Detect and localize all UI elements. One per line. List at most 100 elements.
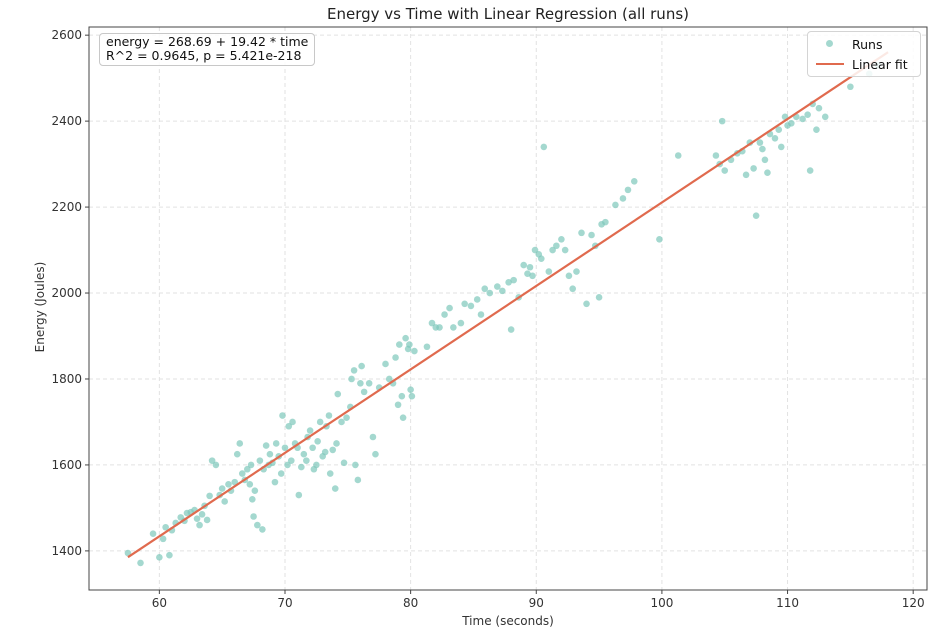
- data-point: [231, 478, 239, 486]
- data-point: [281, 444, 289, 452]
- legend-item-runs: Runs: [816, 36, 882, 52]
- data-point: [306, 427, 314, 434]
- data-point: [193, 515, 201, 522]
- data-point: [238, 470, 246, 477]
- data-point: [262, 442, 270, 449]
- data-point: [271, 478, 279, 486]
- data-point: [411, 347, 418, 355]
- data-point: [382, 360, 389, 368]
- data-point: [537, 255, 545, 262]
- data-point: [295, 491, 303, 499]
- data-point: [196, 521, 203, 529]
- x-tick-label: 60: [152, 596, 167, 610]
- data-point: [545, 268, 553, 275]
- x-tick-label: 90: [529, 596, 544, 610]
- data-point: [259, 526, 266, 533]
- data-point: [399, 414, 407, 421]
- data-point: [352, 461, 359, 469]
- x-tick-label: 120: [902, 596, 925, 610]
- data-point: [166, 551, 173, 559]
- data-point: [520, 261, 528, 269]
- legend-label-linear-fit: Linear fit: [852, 56, 908, 72]
- data-point: [343, 414, 350, 421]
- data-point: [457, 319, 465, 327]
- data-point: [423, 343, 431, 351]
- data-point: [477, 311, 485, 318]
- x-axis-ticks: 60 70 80 90 100 110 120: [152, 590, 925, 610]
- data-point: [510, 276, 517, 284]
- data-point: [360, 388, 368, 396]
- data-point: [467, 302, 475, 310]
- data-point: [721, 167, 729, 174]
- data-point: [712, 152, 720, 159]
- data-point: [398, 392, 406, 400]
- y-tick-label: 1400: [51, 544, 82, 558]
- data-point: [208, 457, 216, 464]
- data-point: [289, 418, 296, 426]
- data-point: [602, 218, 609, 226]
- data-point: [612, 201, 619, 209]
- data-point: [630, 177, 638, 185]
- data-point: [436, 324, 443, 331]
- data-point: [428, 319, 436, 327]
- x-axis-label: Time (seconds): [462, 614, 554, 628]
- data-point: [573, 268, 580, 275]
- y-tick-label: 2200: [51, 200, 82, 214]
- x-tick-label: 80: [403, 596, 418, 610]
- data-point: [266, 450, 274, 458]
- data-point: [558, 236, 565, 243]
- data-point: [348, 375, 355, 383]
- data-point: [277, 470, 285, 477]
- equation-text: energy = 268.69 + 19.42 * time: [106, 34, 309, 49]
- legend-item-linear-fit: Linear fit: [816, 56, 908, 72]
- data-point: [656, 236, 663, 243]
- data-point: [750, 165, 757, 172]
- data-point: [505, 278, 512, 286]
- data-point: [340, 459, 348, 467]
- data-point: [569, 285, 577, 293]
- data-point: [752, 212, 760, 219]
- data-point: [406, 341, 413, 348]
- data-point: [326, 470, 334, 477]
- data-point: [350, 367, 358, 374]
- y-tick-label: 2600: [51, 28, 82, 42]
- data-point: [272, 440, 280, 447]
- data-point: [149, 530, 157, 537]
- data-point: [595, 294, 603, 301]
- data-point: [450, 324, 457, 331]
- data-point: [764, 169, 771, 176]
- data-point: [385, 375, 393, 383]
- data-point: [249, 496, 256, 503]
- data-point: [821, 113, 829, 121]
- data-point: [334, 390, 342, 398]
- data-point: [499, 287, 506, 295]
- data-point: [549, 246, 556, 254]
- y-tick-label: 2000: [51, 286, 82, 300]
- y-tick-label: 2400: [51, 114, 82, 128]
- data-point: [759, 145, 766, 153]
- data-point: [285, 422, 293, 430]
- data-point: [624, 186, 632, 194]
- data-point: [247, 461, 255, 469]
- data-point: [761, 156, 769, 164]
- plot-frame: [88, 26, 928, 591]
- data-point: [159, 535, 167, 543]
- stats-text: R^2 = 0.9645, p = 5.421e-218: [106, 48, 302, 63]
- data-point: [246, 480, 254, 488]
- data-point: [392, 354, 399, 361]
- data-point: [578, 229, 585, 237]
- data-point: [233, 450, 241, 458]
- data-point: [156, 554, 163, 561]
- data-point: [316, 418, 324, 426]
- data-point: [309, 444, 316, 452]
- data-point: [486, 289, 494, 297]
- data-point: [333, 440, 340, 447]
- data-point: [284, 461, 291, 469]
- data-point: [531, 246, 539, 254]
- data-point: [357, 379, 364, 387]
- data-point: [354, 476, 362, 484]
- data-point: [236, 440, 244, 447]
- data-point: [254, 521, 261, 529]
- line-marker-icon: [816, 56, 844, 72]
- data-point: [529, 272, 536, 280]
